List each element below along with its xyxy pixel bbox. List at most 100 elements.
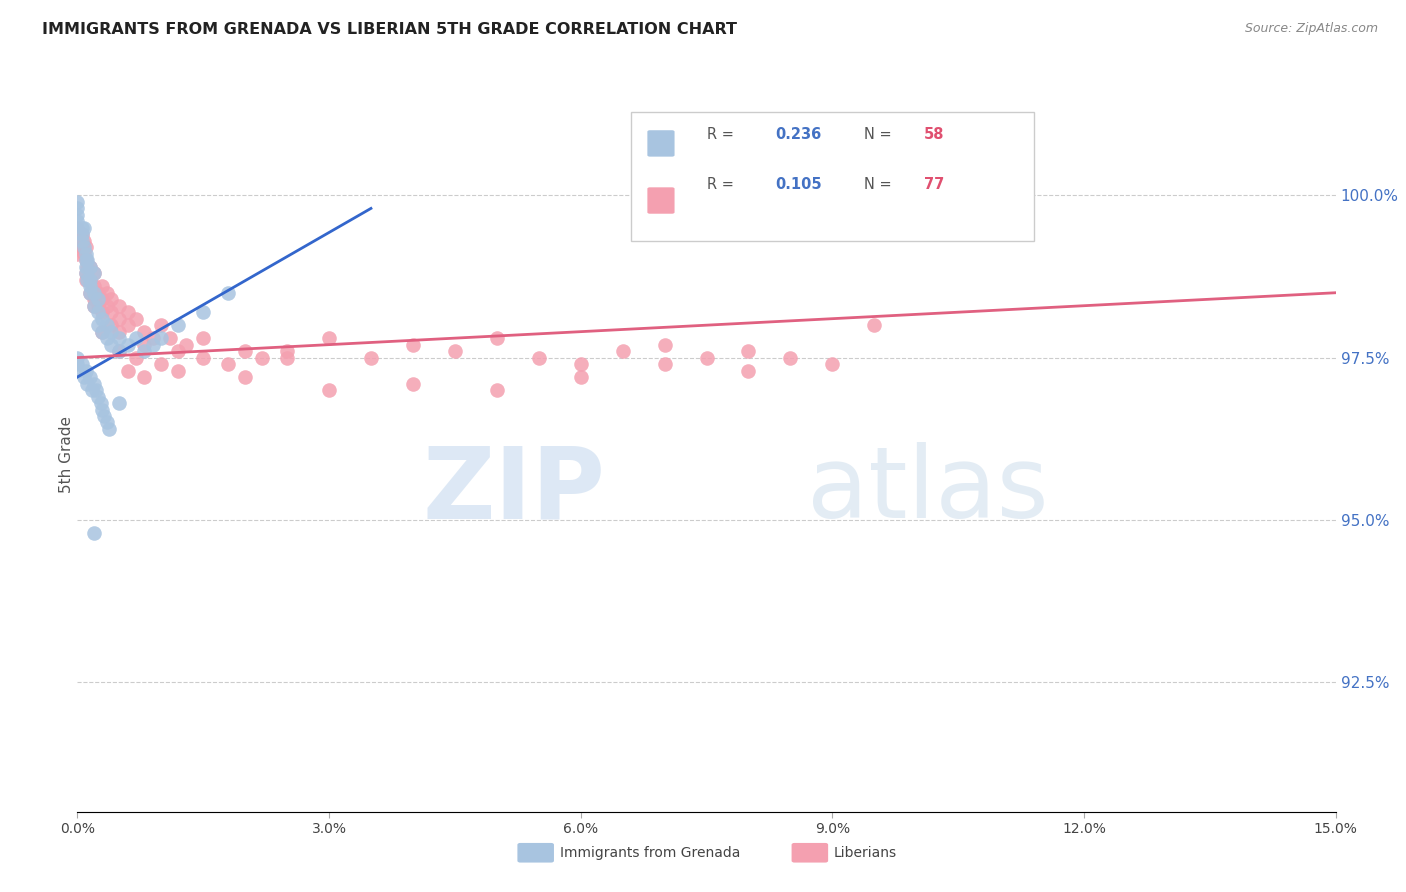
- FancyBboxPatch shape: [647, 187, 675, 214]
- Point: [117, 337, 139, 351]
- Point: [318, 331, 340, 345]
- Point: [93, 409, 115, 423]
- Point: [70, 357, 93, 371]
- Point: [569, 370, 592, 384]
- Point: [79, 279, 101, 293]
- Point: [191, 305, 215, 319]
- Point: [66, 234, 89, 248]
- Point: [79, 285, 101, 300]
- Point: [96, 331, 118, 345]
- Point: [73, 234, 96, 248]
- Point: [96, 416, 118, 430]
- Text: 0.236: 0.236: [776, 127, 823, 142]
- Point: [654, 337, 676, 351]
- Text: Liberians: Liberians: [834, 846, 897, 860]
- Point: [91, 292, 114, 306]
- Point: [73, 240, 96, 254]
- Point: [76, 260, 98, 274]
- Bar: [631, 112, 1033, 241]
- Point: [75, 266, 97, 280]
- Point: [134, 344, 156, 359]
- Point: [402, 376, 425, 391]
- Point: [79, 285, 101, 300]
- Point: [73, 220, 96, 235]
- Text: R =: R =: [707, 177, 738, 192]
- Point: [150, 331, 173, 345]
- Point: [76, 253, 98, 268]
- Point: [96, 318, 118, 333]
- Point: [233, 370, 256, 384]
- Point: [66, 220, 89, 235]
- Point: [66, 357, 89, 371]
- Point: [96, 285, 118, 300]
- Point: [82, 383, 104, 397]
- Point: [402, 337, 425, 351]
- Point: [485, 331, 508, 345]
- Point: [87, 305, 110, 319]
- Point: [73, 370, 96, 384]
- Point: [96, 299, 118, 313]
- Point: [87, 292, 110, 306]
- Point: [233, 344, 256, 359]
- Point: [134, 370, 156, 384]
- Point: [100, 292, 122, 306]
- Text: atlas: atlas: [807, 442, 1049, 539]
- FancyBboxPatch shape: [647, 130, 675, 157]
- Point: [76, 273, 98, 287]
- Point: [863, 318, 886, 333]
- Point: [83, 292, 105, 306]
- Point: [125, 331, 148, 345]
- Text: IMMIGRANTS FROM GRENADA VS LIBERIAN 5TH GRADE CORRELATION CHART: IMMIGRANTS FROM GRENADA VS LIBERIAN 5TH …: [42, 22, 737, 37]
- Point: [150, 318, 173, 333]
- Text: 0.105: 0.105: [776, 177, 823, 192]
- Point: [87, 318, 110, 333]
- Point: [70, 220, 93, 235]
- Point: [117, 363, 139, 377]
- Point: [91, 402, 114, 417]
- Text: N =: N =: [863, 177, 896, 192]
- Point: [98, 422, 121, 436]
- Point: [75, 247, 97, 261]
- Point: [83, 299, 105, 313]
- Point: [108, 396, 131, 410]
- Point: [75, 260, 97, 274]
- Point: [70, 227, 93, 242]
- Point: [167, 318, 190, 333]
- Point: [142, 337, 165, 351]
- Point: [117, 318, 139, 333]
- Point: [134, 337, 156, 351]
- Point: [569, 357, 592, 371]
- Point: [125, 351, 148, 365]
- Point: [79, 370, 101, 384]
- Point: [83, 279, 105, 293]
- Point: [108, 299, 131, 313]
- Point: [91, 311, 114, 326]
- Point: [176, 337, 198, 351]
- Point: [276, 344, 298, 359]
- Point: [108, 325, 131, 339]
- Point: [100, 305, 122, 319]
- Point: [83, 376, 105, 391]
- Text: Source: ZipAtlas.com: Source: ZipAtlas.com: [1244, 22, 1378, 36]
- Point: [90, 396, 112, 410]
- Text: N =: N =: [863, 127, 896, 142]
- Point: [276, 351, 298, 365]
- Point: [91, 325, 114, 339]
- Point: [444, 344, 467, 359]
- Point: [75, 363, 97, 377]
- Point: [167, 363, 190, 377]
- Point: [79, 260, 101, 274]
- Point: [73, 247, 96, 261]
- Point: [87, 285, 110, 300]
- Point: [70, 227, 93, 242]
- Point: [250, 351, 273, 365]
- Point: [159, 331, 181, 345]
- Point: [79, 273, 101, 287]
- Point: [191, 351, 215, 365]
- Point: [66, 214, 89, 228]
- Text: ZIP: ZIP: [423, 442, 606, 539]
- Point: [83, 299, 105, 313]
- Point: [737, 363, 759, 377]
- Point: [79, 260, 101, 274]
- Point: [83, 266, 105, 280]
